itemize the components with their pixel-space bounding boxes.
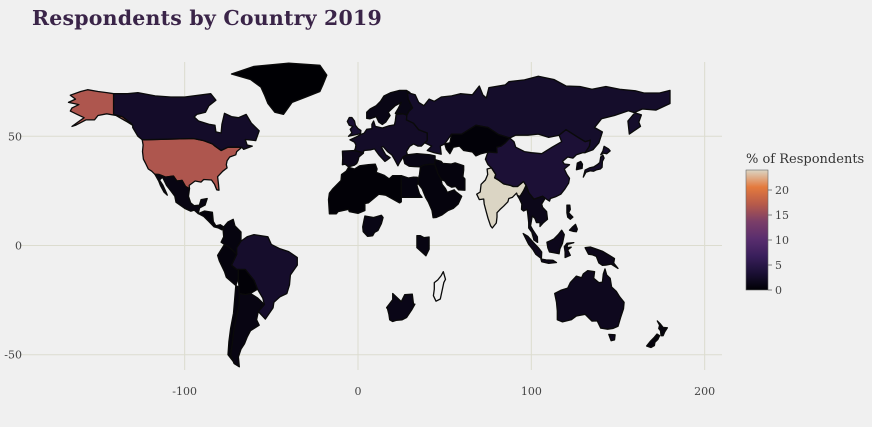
colorbar-title: % of Respondents [746,152,864,167]
country-argentina[interactable] [229,292,266,368]
country-south-korea[interactable] [575,160,584,171]
country-borneo[interactable] [546,229,565,255]
country-philippines[interactable] [566,204,574,220]
country-central-america[interactable] [197,210,225,231]
country-indonesia[interactable] [522,232,543,260]
country-spain[interactable] [341,149,365,168]
x-tick-label: -100 [172,385,197,398]
colorbar-tick-label: 15 [775,209,789,222]
country-north-africa[interactable] [327,163,402,215]
x-tick-label: 0 [355,385,362,398]
colorbar-tick-label: 0 [775,284,782,297]
country-south-africa[interactable] [385,292,416,323]
colorbar-tick-label: 20 [775,184,789,197]
country-mindanao[interactable] [568,223,578,233]
country-layer [67,62,671,368]
country-sulawesi[interactable] [563,241,575,259]
colorbar-tick-label: 10 [775,234,789,247]
country-iran[interactable] [434,158,466,191]
country-hokkaido[interactable] [600,145,611,156]
axis-ticks: -100 0 100 200 50 0 -50 [4,130,715,398]
chart-title: Respondents by Country 2019 [32,6,382,30]
x-tick-label: 100 [521,385,542,398]
y-tick-label: 0 [15,239,22,252]
colorbar-gradient [745,169,769,291]
country-united-kingdom[interactable] [346,116,362,137]
y-tick-label: -50 [4,349,22,362]
country-canada[interactable] [112,91,260,152]
country-japan[interactable] [582,154,605,178]
colorbar: % of Respondents 0 5 10 15 20 [745,152,864,297]
country-australia[interactable] [554,268,625,330]
y-tick-label: 50 [8,130,22,143]
country-greenland[interactable] [230,62,328,116]
country-madagascar[interactable] [432,271,447,302]
country-new-zealand-south[interactable] [645,333,661,349]
country-kenya[interactable] [416,235,430,257]
country-russia[interactable] [405,75,671,155]
country-new-guinea[interactable] [584,246,619,270]
country-egypt[interactable] [400,174,423,199]
colorbar-ticks: 0 5 10 15 20 [768,184,789,297]
country-nigeria[interactable] [362,214,384,237]
country-tasmania[interactable] [608,333,616,342]
country-new-zealand[interactable] [656,320,669,337]
country-china[interactable] [484,129,591,202]
country-java[interactable] [540,258,558,265]
colorbar-tick-label: 5 [775,259,782,272]
x-tick-label: 200 [694,385,715,398]
country-southeast-asia[interactable] [516,184,549,244]
